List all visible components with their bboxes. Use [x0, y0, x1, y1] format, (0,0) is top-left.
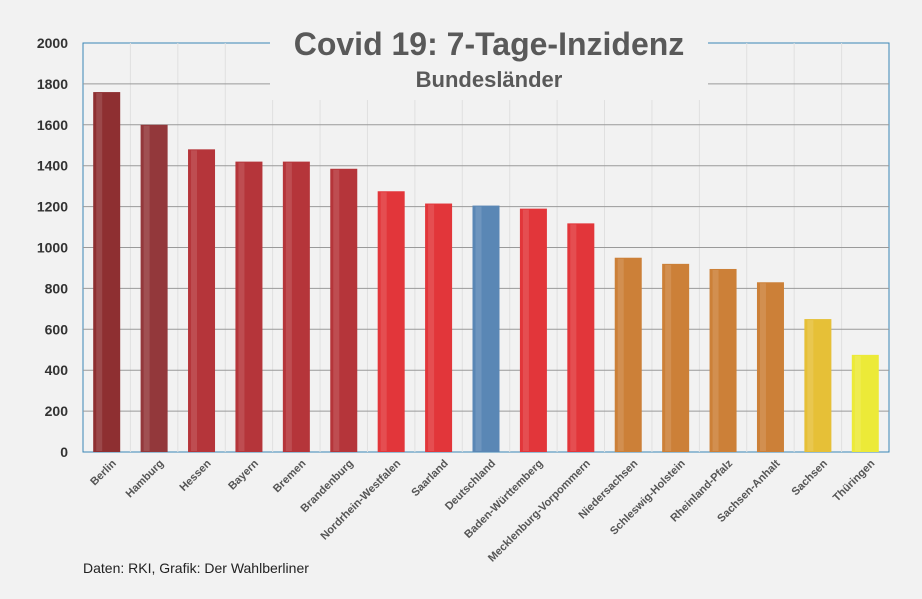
bar-highlight — [759, 283, 766, 451]
bar-highlight — [96, 93, 103, 451]
bar-highlight — [238, 162, 245, 452]
y-tick-label: 1600 — [37, 117, 68, 133]
bar-baden-w-rttemberg — [519, 208, 547, 452]
y-tick-label: 1800 — [37, 76, 68, 92]
bar-hessen — [188, 149, 216, 452]
y-tick-label: 1000 — [37, 240, 68, 256]
x-tick-label: Bremen — [271, 457, 309, 495]
y-tick-label: 1200 — [37, 199, 68, 215]
y-tick-label: 400 — [45, 362, 69, 378]
bar-highlight — [428, 204, 435, 451]
bar-bremen — [282, 161, 310, 453]
chart-title: Covid 19: 7-Tage-Inzidenz — [293, 26, 685, 62]
source-note: Daten: RKI, Grafik: Der Wahlberliner — [83, 560, 309, 576]
bar-highlight — [665, 264, 672, 451]
bar-brandenburg — [330, 168, 358, 452]
x-tick-label: Bayern — [226, 457, 261, 492]
x-tick-label: Hessen — [177, 457, 213, 493]
x-tick-label: Mecklenburg-Vorpommern — [486, 457, 593, 564]
bar-th-ringen — [851, 354, 879, 452]
x-tick-label: Berlin — [88, 457, 119, 488]
bar-mecklenburg-vorpommern — [567, 223, 595, 452]
bar-berlin — [93, 92, 121, 452]
bar-highlight — [143, 125, 150, 452]
bar-highlight — [475, 206, 482, 451]
bar-highlight — [807, 320, 814, 451]
bar-highlight — [333, 169, 340, 451]
bar-nordrhein-westfalen — [377, 191, 405, 452]
bar-rheinland-pfalz — [709, 268, 737, 452]
title-box: Covid 19: 7-Tage-Inzidenz Bundesländer — [270, 22, 708, 100]
bar-highlight — [712, 269, 719, 451]
bar-niedersachsen — [614, 257, 642, 452]
bar-highlight — [522, 209, 529, 451]
bar-sachsen — [804, 319, 832, 452]
bar-highlight — [191, 150, 198, 451]
x-tick-label: Nordrhein-Westfalen — [318, 457, 403, 542]
y-tick-label: 600 — [45, 321, 69, 337]
bar-sachsen-anhalt — [756, 282, 784, 452]
bar-highlight — [380, 192, 387, 451]
y-tick-label: 800 — [45, 280, 69, 296]
bar-saarland — [425, 203, 453, 452]
y-tick-label: 1400 — [37, 158, 68, 174]
bar-highlight — [285, 162, 292, 452]
x-tick-label: Sachsen — [790, 457, 831, 498]
x-tick-label: Saarland — [409, 458, 450, 499]
bar-highlight — [570, 224, 577, 451]
y-tick-label: 200 — [45, 403, 69, 419]
y-tick-label: 2000 — [37, 35, 68, 51]
bar-bayern — [235, 161, 263, 453]
chart-subtitle: Bundesländer — [415, 67, 563, 92]
x-tick-label: Hamburg — [124, 458, 167, 501]
bar-highlight — [854, 355, 861, 451]
x-tick-label: Thüringen — [831, 457, 878, 504]
bar-highlight — [617, 258, 624, 451]
bar-schleswig-holstein — [662, 263, 690, 452]
bar-deutschland — [472, 205, 500, 452]
y-tick-label: 0 — [60, 444, 68, 460]
x-tick-label: Baden-Württemberg — [462, 458, 545, 541]
bar-hamburg — [140, 124, 168, 453]
